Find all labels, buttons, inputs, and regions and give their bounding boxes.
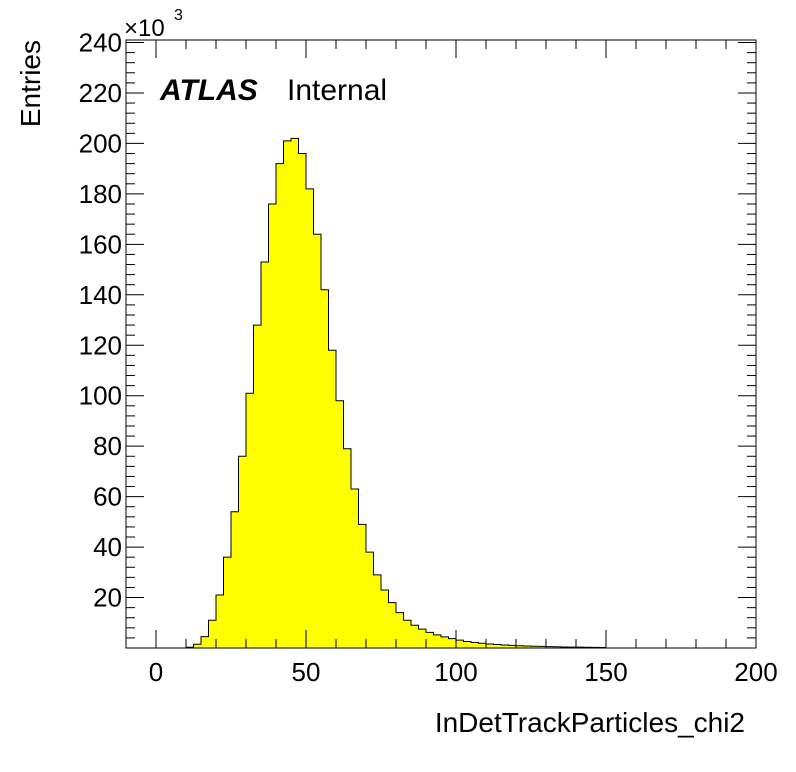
histogram-bar bbox=[396, 612, 404, 648]
y-tick-label: 40 bbox=[93, 532, 122, 562]
histogram-bar bbox=[381, 589, 389, 648]
histogram-bar bbox=[538, 646, 546, 648]
histogram-bars bbox=[156, 137, 607, 649]
histogram-bar bbox=[306, 188, 314, 648]
y-tick-label: 80 bbox=[93, 431, 122, 461]
y-tick-label: 60 bbox=[93, 482, 122, 512]
y-tick-label: 20 bbox=[93, 583, 122, 613]
histogram-bar bbox=[268, 203, 276, 648]
x-axis-title: InDetTrackParticles_chi2 bbox=[435, 707, 745, 738]
histogram-bar bbox=[336, 400, 344, 648]
histogram-bar bbox=[351, 489, 359, 648]
y-tick-label: 200 bbox=[79, 128, 122, 158]
x-tick-label: 200 bbox=[734, 657, 777, 687]
atlas-label: ATLAS bbox=[159, 74, 258, 107]
y-tick-label: 180 bbox=[79, 179, 122, 209]
y-axis-title: Entries bbox=[15, 40, 46, 127]
y-tick-label: 120 bbox=[79, 330, 122, 360]
y-tick-label: 100 bbox=[79, 381, 122, 411]
y-tick-labels: 20 40 60 80 100 120 140 160 180 200 220 240 bbox=[79, 28, 122, 613]
x-tick-label: 100 bbox=[434, 657, 477, 687]
histogram-bar bbox=[328, 350, 336, 648]
histogram-bar bbox=[358, 524, 366, 648]
histogram-bar bbox=[463, 641, 471, 648]
histogram-bar bbox=[501, 644, 509, 648]
histogram-bar bbox=[223, 557, 231, 648]
histogram-bar bbox=[261, 262, 269, 648]
x-tick-labels: 0 50 100 150 200 bbox=[149, 657, 778, 687]
histogram-bar bbox=[411, 625, 419, 648]
atlas-status-label: Internal bbox=[287, 74, 387, 107]
histogram-bar bbox=[283, 140, 291, 649]
histogram-bar bbox=[523, 645, 531, 648]
histogram-bar bbox=[493, 644, 501, 648]
histogram-bar bbox=[343, 448, 351, 648]
histogram-bar bbox=[546, 646, 554, 648]
histogram-bar bbox=[561, 646, 569, 648]
histogram-bar bbox=[238, 456, 246, 648]
histogram-bar bbox=[321, 289, 329, 648]
y-multiplier-label: ×10 bbox=[124, 15, 165, 42]
histogram-bar bbox=[216, 595, 224, 648]
histogram-bar bbox=[448, 638, 456, 648]
histogram-bar bbox=[193, 644, 201, 648]
histogram-bar bbox=[313, 234, 321, 648]
histogram-bar bbox=[291, 138, 299, 648]
histogram-bar bbox=[426, 632, 434, 648]
histogram-bar bbox=[553, 646, 561, 648]
y-tick-label: 160 bbox=[79, 229, 122, 259]
histogram-bar bbox=[433, 634, 441, 648]
histogram-bar bbox=[441, 636, 449, 648]
y-tick-label: 220 bbox=[79, 78, 122, 108]
histogram-bar bbox=[201, 636, 209, 648]
histogram-bar bbox=[471, 642, 479, 648]
histogram-bar bbox=[388, 602, 396, 648]
histogram-bar bbox=[418, 629, 426, 648]
histogram-bar bbox=[531, 646, 539, 648]
histogram-bar bbox=[276, 163, 284, 648]
histogram-bar bbox=[298, 153, 306, 648]
histogram-bar bbox=[373, 574, 381, 648]
histogram-bar bbox=[456, 640, 464, 648]
histogram-outline bbox=[156, 137, 607, 649]
histogram-bar bbox=[516, 645, 524, 648]
histogram-bar bbox=[246, 393, 254, 648]
histogram-bar bbox=[253, 325, 261, 648]
histogram-bar bbox=[403, 620, 411, 648]
plot-frame bbox=[125, 39, 757, 649]
histogram-bar bbox=[508, 645, 516, 648]
x-tick-label: 150 bbox=[584, 657, 627, 687]
histogram-bar bbox=[231, 511, 239, 648]
y-tick-label: 240 bbox=[79, 28, 122, 58]
histogram-bar bbox=[478, 643, 486, 648]
histogram-bar bbox=[366, 552, 374, 648]
y-tick-label: 140 bbox=[79, 280, 122, 310]
histogram-bar bbox=[486, 643, 494, 648]
x-tick-label: 50 bbox=[292, 657, 321, 687]
y-multiplier-exponent: 3 bbox=[174, 7, 183, 24]
histogram-bar bbox=[208, 620, 216, 648]
x-tick-label: 0 bbox=[149, 657, 163, 687]
